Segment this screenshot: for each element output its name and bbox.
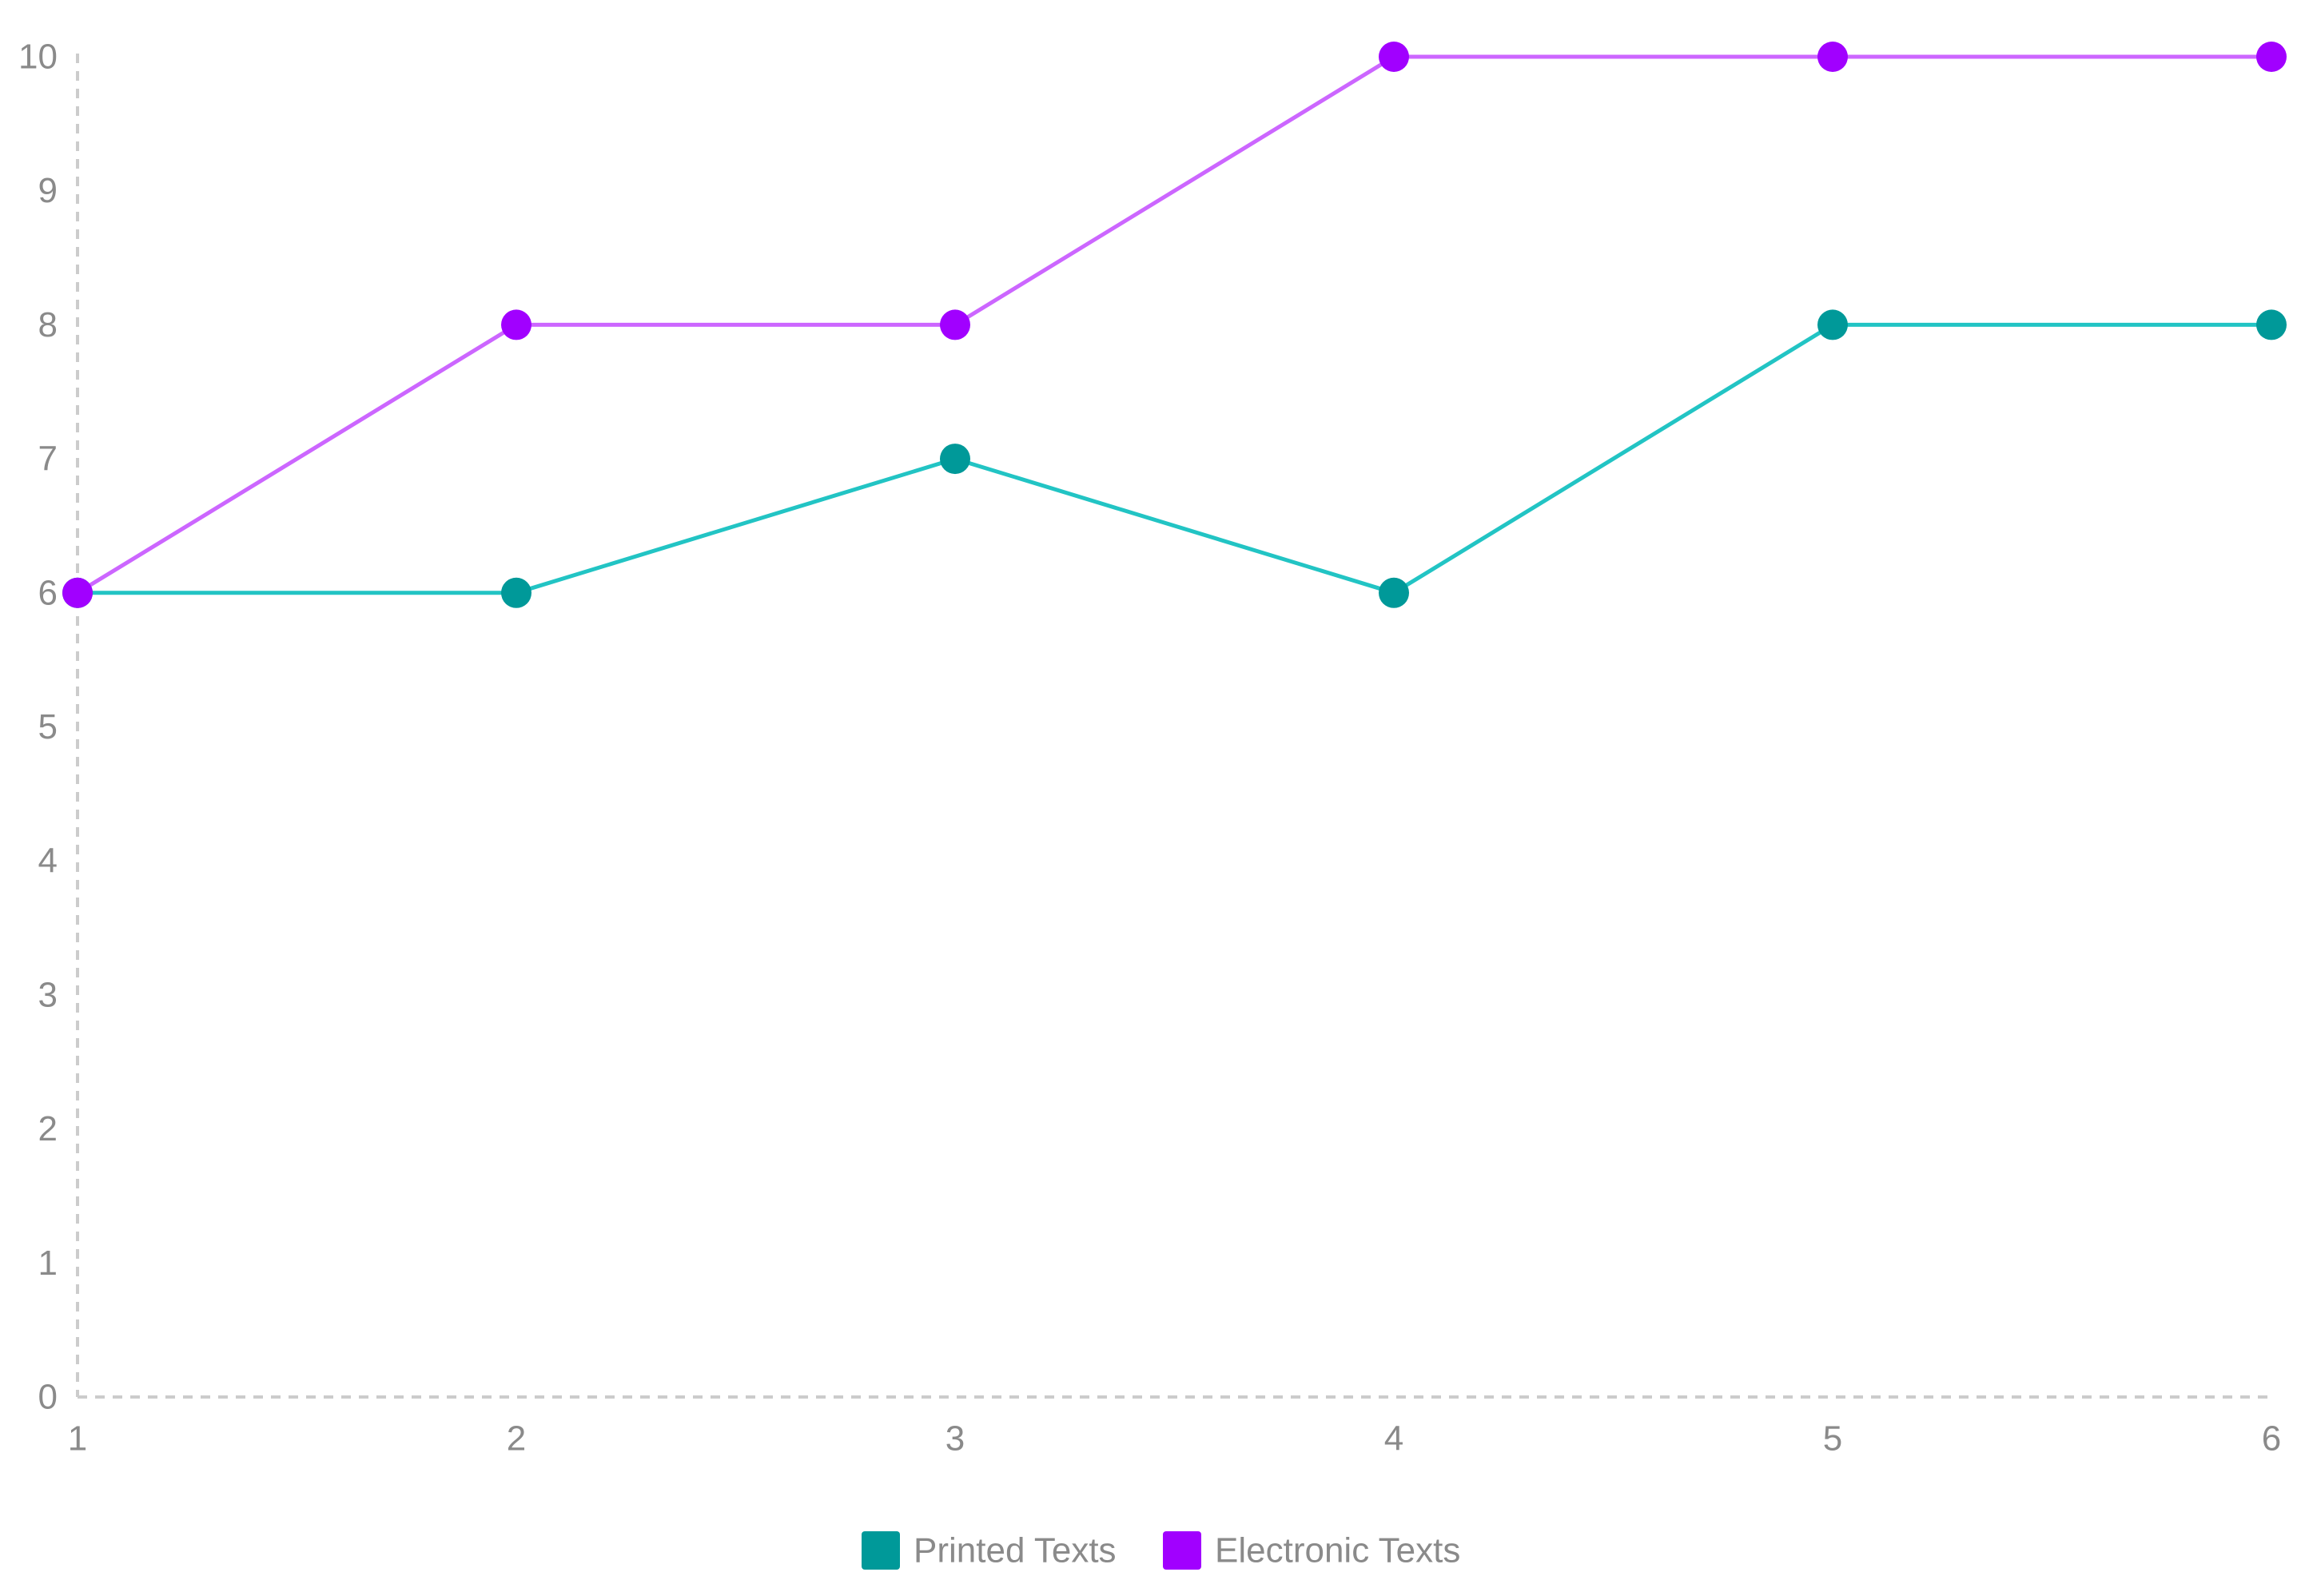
y-tick-label: 8 <box>38 305 58 344</box>
y-tick-label: 9 <box>38 171 58 210</box>
legend-item-electronic-texts[interactable]: Electronic Texts <box>1163 1531 1460 1570</box>
y-tick-label: 2 <box>38 1109 58 1148</box>
y-tick-label: 6 <box>38 573 58 612</box>
x-tick-label: 4 <box>1384 1419 1403 1459</box>
y-tick-label: 4 <box>38 842 58 881</box>
series-layer <box>62 42 2287 608</box>
legend-swatch <box>862 1531 900 1570</box>
legend-label: Printed Texts <box>914 1531 1117 1570</box>
data-point[interactable] <box>501 309 531 340</box>
data-point[interactable] <box>940 309 970 340</box>
legend[interactable]: Printed Texts Electronic Texts <box>862 1531 1460 1570</box>
data-point[interactable] <box>2256 309 2287 340</box>
series-printed-texts <box>62 309 2287 608</box>
data-point[interactable] <box>1379 577 1409 608</box>
data-point[interactable] <box>501 577 531 608</box>
y-tick-label: 0 <box>38 1378 58 1417</box>
x-tick-label: 3 <box>945 1419 965 1459</box>
x-tick-label: 1 <box>68 1419 87 1459</box>
y-tick-label: 10 <box>18 38 58 77</box>
data-point[interactable] <box>1379 42 1409 72</box>
legend-label: Electronic Texts <box>1215 1531 1460 1570</box>
legend-swatch <box>1163 1531 1201 1570</box>
x-tick-label: 2 <box>507 1419 526 1459</box>
x-axis: 1 2 3 4 5 6 <box>68 1395 2281 1459</box>
x-tick-label: 5 <box>1823 1419 1842 1459</box>
y-tick-label: 1 <box>38 1244 58 1283</box>
data-point[interactable] <box>1817 309 1848 340</box>
y-tick-label: 5 <box>38 707 58 746</box>
data-point[interactable] <box>940 444 970 475</box>
legend-item-printed-texts[interactable]: Printed Texts <box>862 1531 1117 1570</box>
series-line <box>78 322 2271 595</box>
x-tick-label: 6 <box>2262 1419 2281 1459</box>
data-point[interactable] <box>1817 42 1848 72</box>
data-point[interactable] <box>2256 42 2287 72</box>
data-point[interactable] <box>62 577 93 608</box>
series-line <box>76 54 2271 595</box>
y-axis: 0 1 2 3 4 5 6 7 8 9 10 <box>18 38 79 1417</box>
series-electronic-texts <box>62 42 2287 608</box>
y-tick-label: 7 <box>38 440 58 479</box>
y-tick-label: 3 <box>38 975 58 1014</box>
